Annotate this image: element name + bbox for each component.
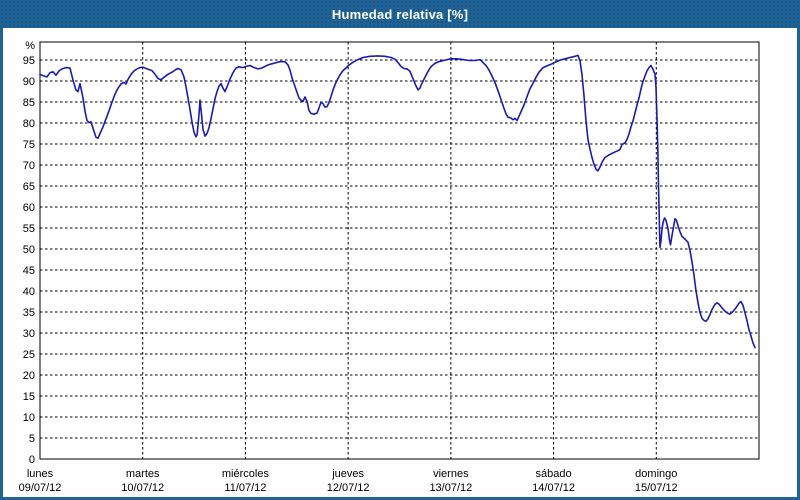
y-tick-label: 70 [23, 160, 35, 172]
x-tick-day-label: viernes [433, 468, 469, 480]
y-tick-label: 35 [23, 307, 35, 319]
y-tick-label: 60 [23, 202, 35, 214]
y-tick-label: 80 [23, 118, 35, 130]
x-tick-day-label: domingo [635, 468, 677, 480]
y-tick-label: 15 [23, 391, 35, 403]
y-tick-label: 45 [23, 265, 35, 277]
y-tick-label: 50 [23, 244, 35, 256]
x-tick-date-label: 15/07/12 [635, 482, 678, 494]
chart-title: Humedad relativa [%] [331, 6, 469, 22]
plot-area [39, 41, 760, 460]
y-tick-label: 20 [23, 370, 35, 382]
y-tick-label: 55 [23, 223, 35, 235]
y-tick-label: 40 [23, 286, 35, 298]
x-tick-day-label: lunes [27, 468, 54, 480]
x-tick-day-label: miércoles [222, 468, 270, 480]
y-tick-label: 85 [23, 97, 35, 109]
y-tick-label: 0 [29, 454, 35, 466]
y-tick-label: 65 [23, 181, 35, 193]
x-tick-day-label: jueves [331, 468, 364, 480]
x-tick-date-label: 12/07/12 [327, 482, 370, 494]
y-tick-label: 30 [23, 328, 35, 340]
y-tick-label: 75 [23, 139, 35, 151]
x-tick-day-label: martes [126, 468, 160, 480]
x-tick-day-label: sábado [536, 468, 572, 480]
x-tick-date-label: 10/07/12 [121, 482, 164, 494]
y-axis-unit-label: % [25, 40, 35, 52]
y-tick-label: 95 [23, 55, 35, 67]
title-bar: Humedad relativa [%] [0, 0, 800, 28]
x-tick-date-label: 13/07/12 [429, 482, 472, 494]
y-tick-label: 10 [23, 412, 35, 424]
x-tick-date-label: 11/07/12 [224, 482, 266, 494]
x-tick-date-label: 09/07/12 [19, 482, 62, 494]
y-tick-label: 5 [29, 433, 35, 445]
y-tick-label: 90 [23, 76, 35, 88]
humidity-series-line [39, 54, 756, 349]
y-tick-label: 25 [23, 349, 35, 361]
x-tick-date-label: 14/07/12 [532, 482, 575, 494]
